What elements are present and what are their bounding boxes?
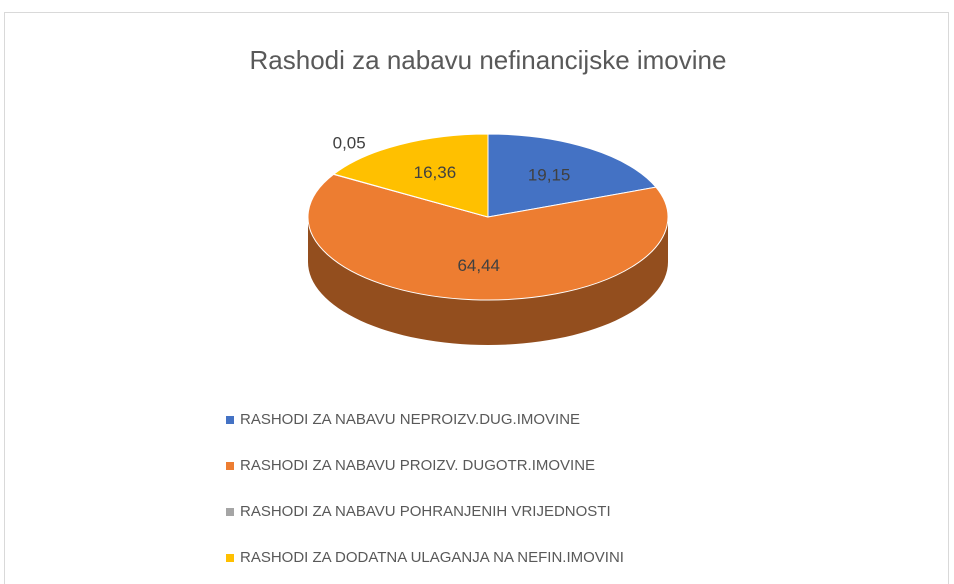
- legend-swatch: [226, 416, 234, 424]
- data-label: 0,05: [333, 134, 366, 153]
- data-label: 19,15: [528, 165, 571, 184]
- data-label: 64,44: [457, 256, 500, 275]
- slice: [332, 133, 489, 218]
- slice-side: [308, 217, 668, 345]
- legend-swatch: [226, 462, 234, 470]
- legend-label: RASHODI ZA NABAVU PROIZV. DUGOTR.IMOVINE: [240, 457, 595, 474]
- chart-title: Rashodi za nabavu nefinancijske imovine: [250, 45, 727, 75]
- legend-label: RASHODI ZA DODATNA ULAGANJA NA NEFIN.IMO…: [240, 549, 624, 566]
- data-label: 16,36: [414, 163, 457, 182]
- slice: [307, 173, 669, 301]
- legend-label: RASHODI ZA NABAVU NEPROIZV.DUG.IMOVINE: [240, 411, 580, 428]
- legend-swatch: [226, 508, 234, 516]
- legend-label: RASHODI ZA NABAVU POHRANJENIH VRIJEDNOST…: [240, 503, 611, 520]
- slice: [487, 133, 657, 218]
- legend-swatch: [226, 554, 234, 562]
